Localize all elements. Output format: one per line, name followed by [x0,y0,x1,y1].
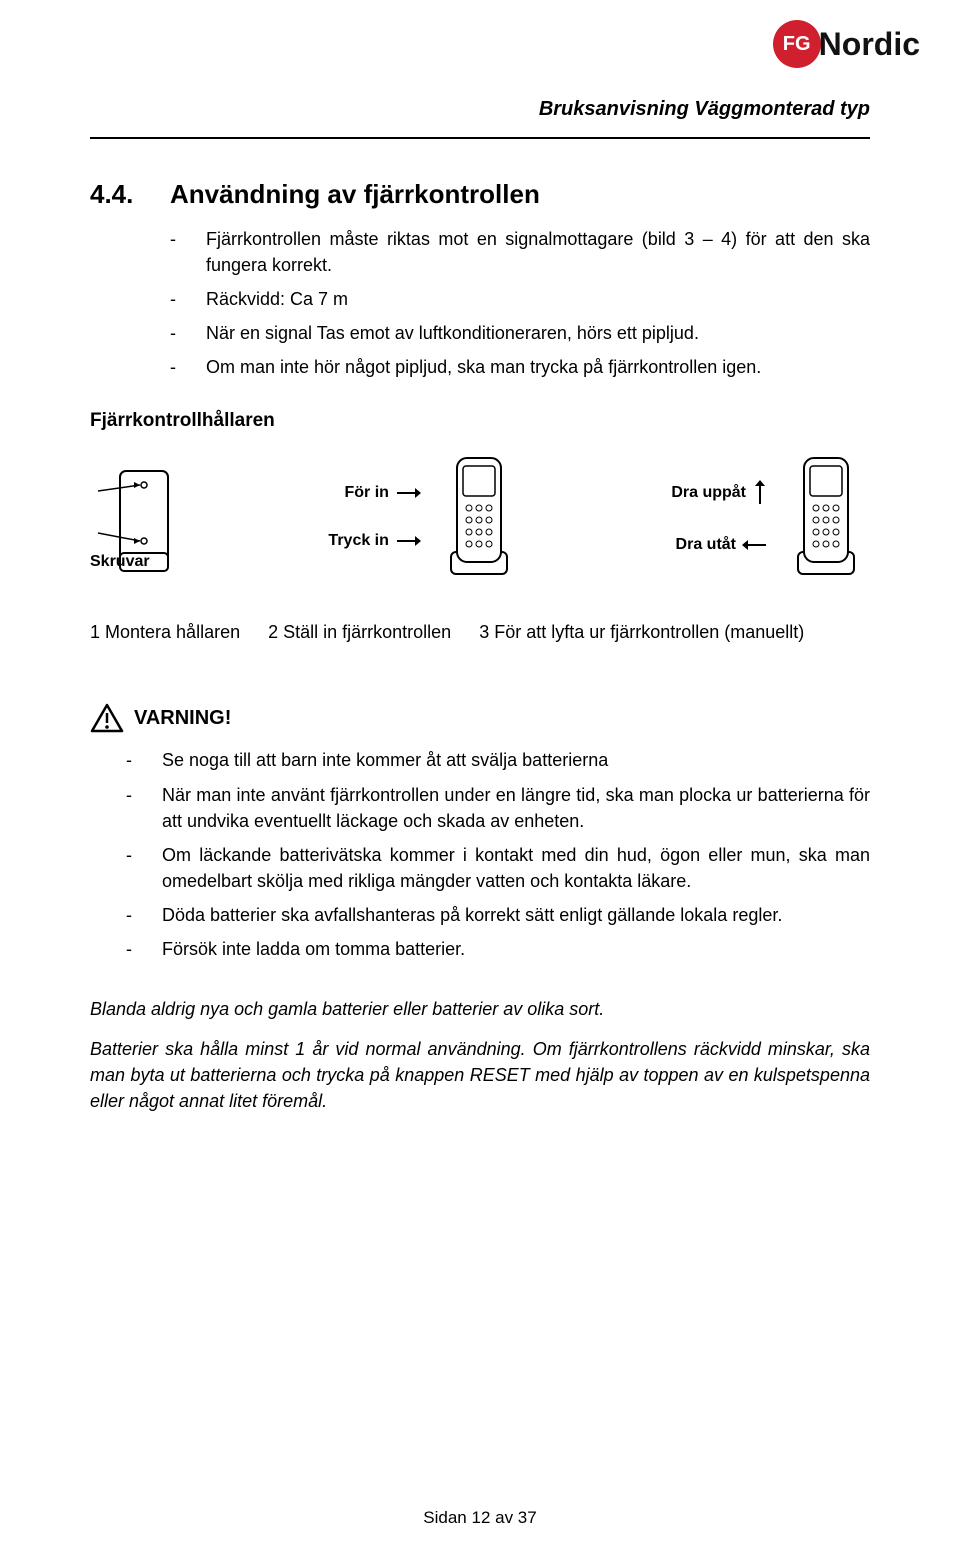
warning-title: VARNING! [134,707,231,730]
label-for-in: För in [344,484,388,502]
illustration-insert-remote: För in Tryck in [328,452,522,582]
holder-steps-row: 1 Montera hållaren 2 Ställ in fjärrkontr… [90,622,870,643]
list-item: -Om man inte hör något pipljud, ska man … [170,354,870,380]
bullet-text: När en signal Tas emot av luftkonditione… [206,320,870,346]
bullet-text: Fjärrkontrollen måste riktas mot en sign… [206,226,870,278]
label-dra-utat: Dra utåt [676,536,736,554]
bullet-dash: - [126,747,162,773]
bullet-dash: - [126,842,162,894]
bullet-text: Om man inte hör något pipljud, ska man t… [206,354,870,380]
manual-page: FG Nordic Bruksanvisning Väggmonterad ty… [0,0,960,1552]
section-number: 4.4. [90,179,170,210]
list-item: -Försök inte ladda om tomma batterier. [126,936,870,962]
page-footer: Sidan 12 av 37 [0,1508,960,1528]
bullet-text: Om läckande batterivätska kommer i konta… [162,842,870,894]
remote-in-holder-icon [780,452,870,582]
label-dra-uppat: Dra uppåt [671,484,746,502]
bullet-text: Räckvidd: Ca 7 m [206,286,870,312]
bullet-text: Döda batterier ska avfallshanteras på ko… [162,902,870,928]
list-item: -Räckvidd: Ca 7 m [170,286,870,312]
arrow-left-icon [742,538,768,552]
illustration-mount-holder: Skruvar [90,463,180,571]
bullet-text: Se noga till att barn inte kommer åt att… [162,747,870,773]
battery-note-2: Batterier ska hålla minst 1 år vid norma… [90,1036,870,1114]
bullet-dash: - [170,286,206,312]
bullet-dash: - [126,782,162,834]
manual-subtitle: Bruksanvisning Väggmonterad typ [90,98,870,121]
arrow-right-icon [395,486,421,500]
list-item: -När man inte använt fjärrkontrollen und… [126,782,870,834]
brand-logo: FG Nordic [773,20,920,68]
warning-heading: VARNING! [90,703,870,733]
bullet-text: När man inte använt fjärrkontrollen unde… [162,782,870,834]
label-tryck-in: Tryck in [328,532,388,550]
step-2: 2 Ställ in fjärrkontrollen [268,622,451,643]
warning-triangle-icon [90,703,124,733]
bullet-dash: - [126,902,162,928]
bullet-text: Försök inte ladda om tomma batterier. [162,936,870,962]
step-3: 3 För att lyfta ur fjärrkontrollen (manu… [479,622,804,643]
logo-badge: FG [773,20,821,68]
bullet-dash: - [170,320,206,346]
arrow-up-icon [752,480,768,506]
battery-note-1: Blanda aldrig nya och gamla batterier el… [90,996,870,1022]
list-item: -Se noga till att barn inte kommer åt at… [126,747,870,773]
list-item: -Fjärrkontrollen måste riktas mot en sig… [170,226,870,278]
logo-brand-text: Nordic [819,26,920,63]
step-1: 1 Montera hållaren [90,622,240,643]
remote-in-holder-icon [433,452,523,582]
section-title: Användning av fjärrkontrollen [170,179,540,210]
section-heading: 4.4. Användning av fjärrkontrollen [90,179,870,210]
arrow-right-icon [395,534,421,548]
section-bullet-list: -Fjärrkontrollen måste riktas mot en sig… [170,226,870,380]
list-item: -Om läckande batterivätska kommer i kont… [126,842,870,894]
label-skruvar: Skruvar [90,553,150,571]
header-divider [90,137,870,139]
holder-heading: Fjärrkontrollhållaren [90,410,870,432]
bullet-dash: - [170,226,206,278]
bullet-dash: - [170,354,206,380]
warning-bullet-list: -Se noga till att barn inte kommer åt at… [126,747,870,962]
bullet-dash: - [126,936,162,962]
list-item: -När en signal Tas emot av luftkondition… [170,320,870,346]
illustration-remove-remote: Dra uppåt Dra utåt [671,452,870,582]
list-item: -Döda batterier ska avfallshanteras på k… [126,902,870,928]
illustration-row: Skruvar För in Tryck in [90,452,870,582]
